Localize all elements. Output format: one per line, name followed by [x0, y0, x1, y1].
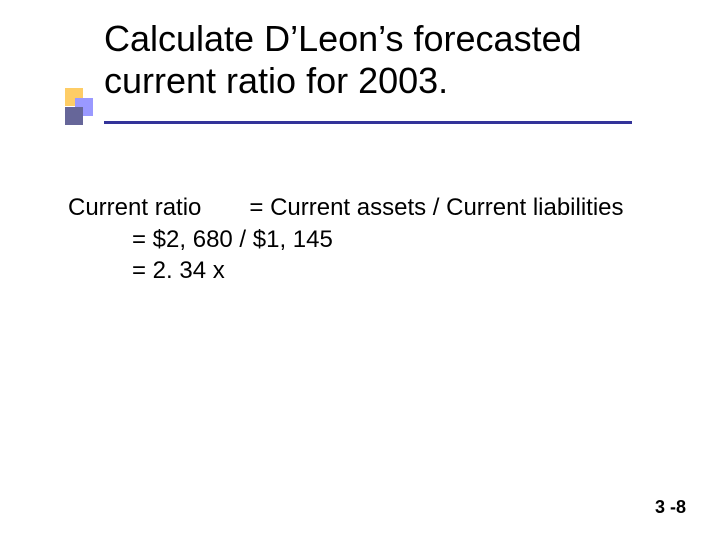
- slide-body: Current ratio = Current assets / Current…: [68, 192, 658, 287]
- title-line-2: current ratio for 2003.: [104, 60, 448, 101]
- body-line-1: Current ratio = Current assets / Current…: [68, 192, 658, 224]
- body-line-2: = $2, 680 / $1, 145: [68, 224, 658, 256]
- title-line-1: Calculate D’Leon’s forecasted: [104, 18, 582, 59]
- slide-number: 3 -8: [655, 497, 686, 518]
- title-underline: [104, 121, 632, 124]
- square-icon: [65, 107, 83, 125]
- slide: Calculate D’Leon’s forecasted current ra…: [0, 0, 720, 540]
- body-line-3: = 2. 34 x: [68, 255, 658, 287]
- slide-title: Calculate D’Leon’s forecasted current ra…: [104, 18, 664, 103]
